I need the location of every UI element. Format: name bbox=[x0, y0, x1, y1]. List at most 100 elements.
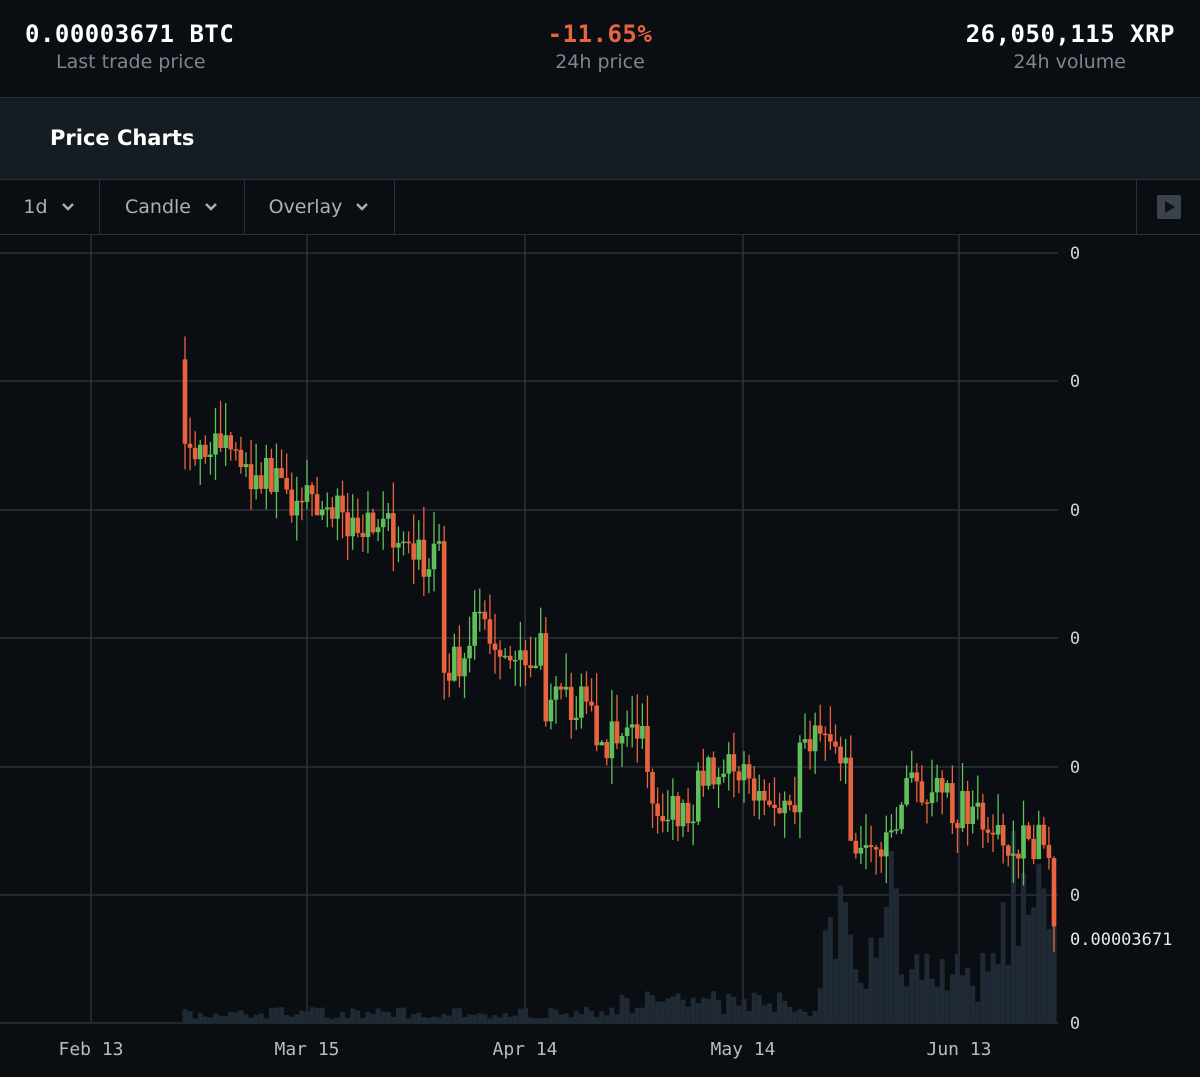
candle-body bbox=[584, 686, 589, 702]
candle-body bbox=[513, 659, 518, 662]
volume-bar bbox=[822, 930, 828, 1023]
volume-bar bbox=[766, 1003, 772, 1023]
candle-body bbox=[462, 658, 467, 677]
candle-body bbox=[863, 845, 869, 848]
volume-bar bbox=[680, 999, 686, 1023]
candle-body bbox=[436, 541, 442, 544]
volume-bar bbox=[650, 995, 656, 1023]
price-chart[interactable]: 0 0 0 0 0 0 0 Feb 13 Mar 15 Apr 14 May 14 Jun 13 0.0… bbox=[0, 235, 1200, 1073]
candle-body bbox=[919, 781, 925, 803]
volume-bar bbox=[385, 1011, 391, 1023]
volume-bar bbox=[411, 1014, 417, 1023]
volume-bar bbox=[954, 953, 960, 1023]
candle-body bbox=[1026, 825, 1031, 839]
candle-body bbox=[574, 717, 579, 721]
candle-body bbox=[253, 475, 259, 490]
volume-bar bbox=[502, 1012, 508, 1023]
volume-bar bbox=[949, 974, 955, 1023]
volume-bar bbox=[619, 994, 625, 1023]
volume-bar bbox=[309, 1007, 315, 1023]
volume-bar bbox=[212, 1013, 218, 1023]
volume-bar bbox=[812, 1010, 818, 1023]
volume-bar bbox=[904, 986, 910, 1023]
candle-body bbox=[248, 464, 254, 490]
volume-bar bbox=[919, 979, 925, 1023]
candle-body bbox=[1016, 853, 1021, 859]
volume-bar bbox=[263, 1018, 269, 1023]
volume-bar bbox=[761, 1005, 767, 1023]
volume-bar bbox=[243, 1014, 249, 1023]
volume-bar bbox=[304, 1011, 310, 1023]
volume-bar bbox=[1046, 929, 1052, 1023]
volume-bar bbox=[802, 1011, 808, 1023]
candle-body bbox=[518, 650, 523, 660]
candle-body bbox=[690, 821, 696, 824]
y-tick-label: 0 bbox=[1070, 372, 1080, 392]
candle-body bbox=[701, 770, 706, 786]
volume-bar bbox=[472, 1014, 478, 1023]
volume-bar bbox=[975, 1001, 981, 1023]
volume-bar bbox=[294, 1014, 300, 1023]
candle-body bbox=[299, 500, 305, 503]
interval-dropdown[interactable]: 1d bbox=[0, 180, 100, 234]
last-price-label: 0.00003671 bbox=[1070, 930, 1172, 950]
candle-body bbox=[314, 494, 320, 516]
candle-body bbox=[502, 655, 508, 658]
candle-body bbox=[909, 772, 915, 779]
candle-body bbox=[497, 649, 503, 657]
volume-bar bbox=[614, 1014, 620, 1023]
candlestick-chart[interactable]: 0 0 0 0 0 0 0 Feb 13 Mar 15 Apr 14 May 14 Jun 13 0.0… bbox=[0, 235, 1200, 1073]
candle-body bbox=[533, 665, 538, 669]
candle-body bbox=[640, 726, 645, 739]
volume-bar bbox=[711, 991, 717, 1023]
chevron-down-icon bbox=[356, 203, 369, 211]
candle-body bbox=[543, 633, 549, 722]
candle-body bbox=[558, 686, 564, 690]
candle-body bbox=[1036, 824, 1042, 860]
candle-body bbox=[762, 791, 767, 801]
candle-body bbox=[711, 757, 716, 785]
candle-body bbox=[324, 507, 330, 510]
volume-bar bbox=[629, 1012, 635, 1023]
volume-bar bbox=[553, 1009, 559, 1023]
volume-bar bbox=[482, 1014, 488, 1023]
volume-bar bbox=[807, 1016, 813, 1023]
overlay-dropdown[interactable]: Overlay bbox=[245, 180, 395, 234]
candle-body bbox=[655, 803, 660, 816]
volume-bar bbox=[624, 998, 630, 1023]
candle-body bbox=[507, 655, 513, 661]
volume-bar bbox=[319, 1007, 325, 1023]
y-tick-label: 0 bbox=[1070, 501, 1080, 521]
chart-toolbar: 1d Candle Overlay bbox=[0, 180, 1200, 235]
volume-bar bbox=[370, 1014, 376, 1023]
candle-body bbox=[868, 845, 874, 848]
chart-type-dropdown[interactable]: Candle bbox=[100, 180, 245, 234]
chart-type-label: Candle bbox=[125, 196, 191, 218]
volume-bar bbox=[528, 1017, 534, 1023]
volume-bar bbox=[223, 1016, 229, 1023]
section-title: Price Charts bbox=[50, 126, 195, 150]
market-stats-bar: 0.00003671 BTC Last trade price -11.65% … bbox=[0, 0, 1200, 97]
volume-bar bbox=[634, 1007, 640, 1023]
axis-labels: 0 0 0 0 0 0 0 Feb 13 Mar 15 Apr 14 May 14 Jun 13 0.0… bbox=[58, 244, 1172, 1060]
volume-bar bbox=[182, 1009, 188, 1023]
candle-body bbox=[340, 495, 345, 513]
volume-bar bbox=[207, 1017, 213, 1023]
candle-body bbox=[431, 543, 437, 570]
volume-bar bbox=[695, 1003, 701, 1023]
volume-bar bbox=[578, 1013, 584, 1023]
volume-bar bbox=[909, 969, 915, 1023]
volume-bar bbox=[192, 1018, 198, 1023]
candle-body bbox=[192, 447, 198, 460]
candle-body bbox=[238, 449, 244, 468]
volume-bar bbox=[639, 1007, 645, 1023]
volume-bar bbox=[893, 888, 899, 1023]
candle-body bbox=[218, 433, 223, 448]
price-change-value: -11.65% bbox=[547, 20, 653, 48]
volume-bar bbox=[477, 1013, 483, 1023]
candle-body bbox=[208, 454, 213, 457]
interval-label: 1d bbox=[23, 196, 48, 218]
play-button[interactable] bbox=[1136, 180, 1200, 234]
candle-body bbox=[883, 832, 889, 857]
volume-bar bbox=[568, 1017, 574, 1023]
